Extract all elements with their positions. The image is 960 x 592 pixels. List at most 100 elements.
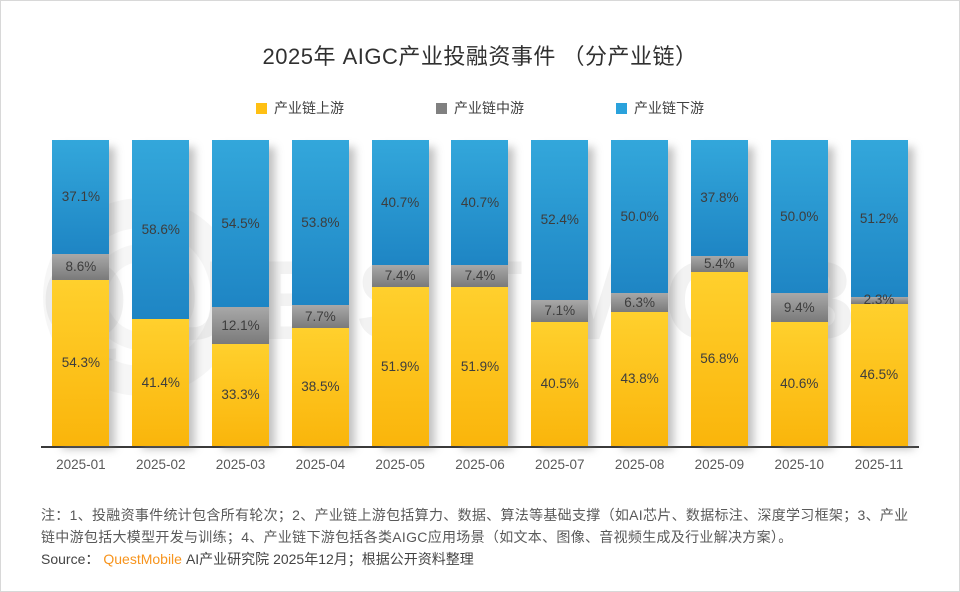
bar-column-2025-04: 53.8% 7.7% 38.5% bbox=[280, 140, 360, 446]
plot-area: 37.1% 8.6% 54.3% 58.6% 41.4% 54.5% 12.1% 33.3% 5… bbox=[41, 140, 919, 448]
value-label-upstream: 41.4% bbox=[141, 374, 180, 390]
x-axis-label: 2025-07 bbox=[535, 457, 585, 472]
stacked-bar-2025-09: 37.8% 5.4% 56.8% bbox=[690, 140, 748, 446]
legend-label-upstream: 产业链上游 bbox=[274, 100, 344, 116]
segment-midstream: 8.6% bbox=[52, 253, 110, 280]
segment-downstream: 54.5% bbox=[212, 140, 270, 307]
value-label-midstream: 12.1% bbox=[221, 317, 260, 333]
segment-downstream: 50.0% bbox=[611, 140, 669, 293]
stacked-bar-2025-01: 37.1% 8.6% 54.3% bbox=[52, 140, 110, 446]
bar-column-2025-06: 40.7% 7.4% 51.9% bbox=[440, 140, 520, 446]
x-axis-label: 2025-04 bbox=[295, 457, 346, 472]
value-label-upstream: 40.5% bbox=[540, 376, 579, 392]
value-label-midstream: 7.4% bbox=[384, 268, 416, 284]
value-label-upstream: 33.3% bbox=[221, 387, 260, 403]
segment-upstream: 51.9% bbox=[451, 287, 509, 446]
segment-downstream: 51.2% bbox=[850, 140, 908, 297]
value-label-midstream: 8.6% bbox=[65, 258, 97, 274]
segment-upstream: 38.5% bbox=[291, 328, 349, 446]
value-label-upstream: 40.6% bbox=[780, 376, 819, 392]
value-label-midstream: 7.1% bbox=[544, 303, 576, 319]
value-label-midstream: 9.4% bbox=[783, 299, 815, 315]
segment-midstream: 5.4% bbox=[690, 255, 748, 273]
segment-upstream: 40.6% bbox=[770, 321, 828, 446]
segment-upstream: 46.5% bbox=[850, 303, 908, 446]
segment-midstream: 12.1% bbox=[212, 306, 270, 344]
value-label-upstream: 51.9% bbox=[381, 358, 420, 374]
bar-column-2025-11: 51.2% 2.3% 46.5% bbox=[839, 140, 919, 446]
segment-upstream: 43.8% bbox=[611, 312, 669, 446]
segment-upstream: 54.3% bbox=[52, 279, 110, 446]
segment-midstream: 7.4% bbox=[451, 264, 509, 288]
x-axis-label: 2025-06 bbox=[455, 457, 505, 472]
value-label-midstream: 7.4% bbox=[464, 268, 496, 284]
legend-swatch-midstream bbox=[436, 102, 447, 114]
x-axis-label: 2025-02 bbox=[135, 457, 186, 472]
segment-midstream: 2.3% bbox=[850, 293, 908, 306]
value-label-upstream: 54.3% bbox=[61, 355, 101, 371]
bar-column-2025-02: 58.6% 41.4% bbox=[121, 140, 201, 446]
value-label-midstream: 7.7% bbox=[304, 308, 336, 324]
value-label-downstream: 51.2% bbox=[859, 210, 899, 226]
stacked-bar-2025-06: 40.7% 7.4% 51.9% bbox=[451, 140, 509, 446]
segment-midstream: 9.4% bbox=[770, 293, 828, 322]
x-axis: 2025-01 2025-02 2025-03 2025-04 2025-05 2025-… bbox=[41, 448, 919, 472]
legend-item-midstream: 产业链中游 bbox=[436, 98, 524, 118]
value-label-downstream: 54.5% bbox=[221, 215, 260, 231]
value-label-midstream: 5.4% bbox=[704, 256, 735, 272]
stacked-bar-2025-07: 52.4% 7.1% 40.5% bbox=[531, 140, 589, 446]
segment-upstream: 56.8% bbox=[690, 272, 748, 446]
stacked-bar-2025-02: 58.6% 41.4% bbox=[132, 140, 190, 446]
value-label-downstream: 37.1% bbox=[61, 189, 101, 204]
x-axis-label: 2025-08 bbox=[614, 457, 665, 472]
segment-midstream: 7.7% bbox=[291, 304, 349, 329]
value-label-midstream: 2.3% bbox=[863, 292, 895, 308]
x-axis-label: 2025-11 bbox=[854, 457, 904, 472]
chart-title: 2025年 AIGC产业投融资事件 （分产业链） bbox=[262, 44, 698, 69]
footnote: 注：1、投融资事件统计包含所有轮次；2、产业链上游包括算力、数据、算法等基础支撑… bbox=[41, 507, 909, 546]
segment-midstream: 6.3% bbox=[611, 292, 669, 313]
chart-area: QUESTMOBILE 37.1%8.6%54.3%58.6%41.4%54.5… bbox=[41, 140, 919, 472]
legend-item-upstream: 产业链上游 bbox=[256, 98, 344, 118]
x-axis-label: 2025-10 bbox=[774, 457, 824, 472]
segment-midstream: 7.1% bbox=[531, 300, 589, 323]
segment-downstream: 37.1% bbox=[52, 140, 110, 254]
segment-downstream: 53.8% bbox=[291, 140, 349, 305]
value-label-downstream: 52.4% bbox=[540, 212, 579, 228]
legend-swatch-downstream bbox=[616, 102, 627, 114]
x-axis-label: 2025-09 bbox=[694, 457, 745, 472]
bar-column-2025-03: 54.5% 12.1% 33.3% bbox=[201, 140, 281, 446]
segment-downstream: 50.0% bbox=[770, 140, 828, 293]
stacked-bar-2025-03: 54.5% 12.1% 33.3% bbox=[212, 140, 270, 446]
segment-downstream: 40.7% bbox=[451, 140, 509, 265]
segment-downstream: 52.4% bbox=[531, 140, 589, 301]
legend-label-downstream: 产业链下游 bbox=[634, 100, 704, 116]
value-label-upstream: 56.8% bbox=[700, 351, 739, 367]
bar-column-2025-08: 50.0% 6.3% 43.8% bbox=[600, 140, 680, 446]
source-brand: QuestMobile bbox=[103, 551, 182, 568]
source-suffix: AI产业研究院 2025年12月；根据公开资料整理 bbox=[185, 551, 474, 568]
segment-upstream: 41.4% bbox=[132, 319, 190, 446]
value-label-upstream: 51.9% bbox=[460, 358, 500, 374]
source-line: Source： QuestMobile AI产业研究院 2025年12月；根据公开资… bbox=[41, 549, 919, 569]
value-label-downstream: 50.0% bbox=[620, 208, 659, 224]
value-label-upstream: 43.8% bbox=[620, 371, 659, 387]
stacked-bar-2025-10: 50.0% 9.4% 40.6% bbox=[770, 140, 828, 446]
stacked-bar-2025-04: 53.8% 7.7% 38.5% bbox=[291, 140, 349, 446]
value-label-downstream: 53.8% bbox=[301, 214, 340, 230]
source-prefix: Source： bbox=[41, 551, 100, 568]
stacked-bar-2025-05: 40.7% 7.4% 51.9% bbox=[371, 140, 429, 446]
segment-upstream: 51.9% bbox=[371, 287, 429, 446]
segment-upstream: 40.5% bbox=[531, 322, 589, 446]
bar-column-2025-09: 37.8% 5.4% 56.8% bbox=[680, 140, 760, 446]
x-axis-label: 2025-01 bbox=[56, 457, 106, 472]
value-label-downstream: 40.7% bbox=[460, 194, 500, 210]
segment-midstream: 7.4% bbox=[371, 264, 429, 288]
legend-label-midstream: 产业链中游 bbox=[454, 100, 524, 116]
value-label-upstream: 46.5% bbox=[859, 367, 899, 383]
stacked-bar-2025-08: 50.0% 6.3% 43.8% bbox=[611, 140, 669, 446]
x-axis-label: 2025-05 bbox=[375, 457, 425, 472]
value-label-upstream: 38.5% bbox=[301, 379, 340, 395]
value-label-downstream: 40.7% bbox=[381, 194, 420, 210]
